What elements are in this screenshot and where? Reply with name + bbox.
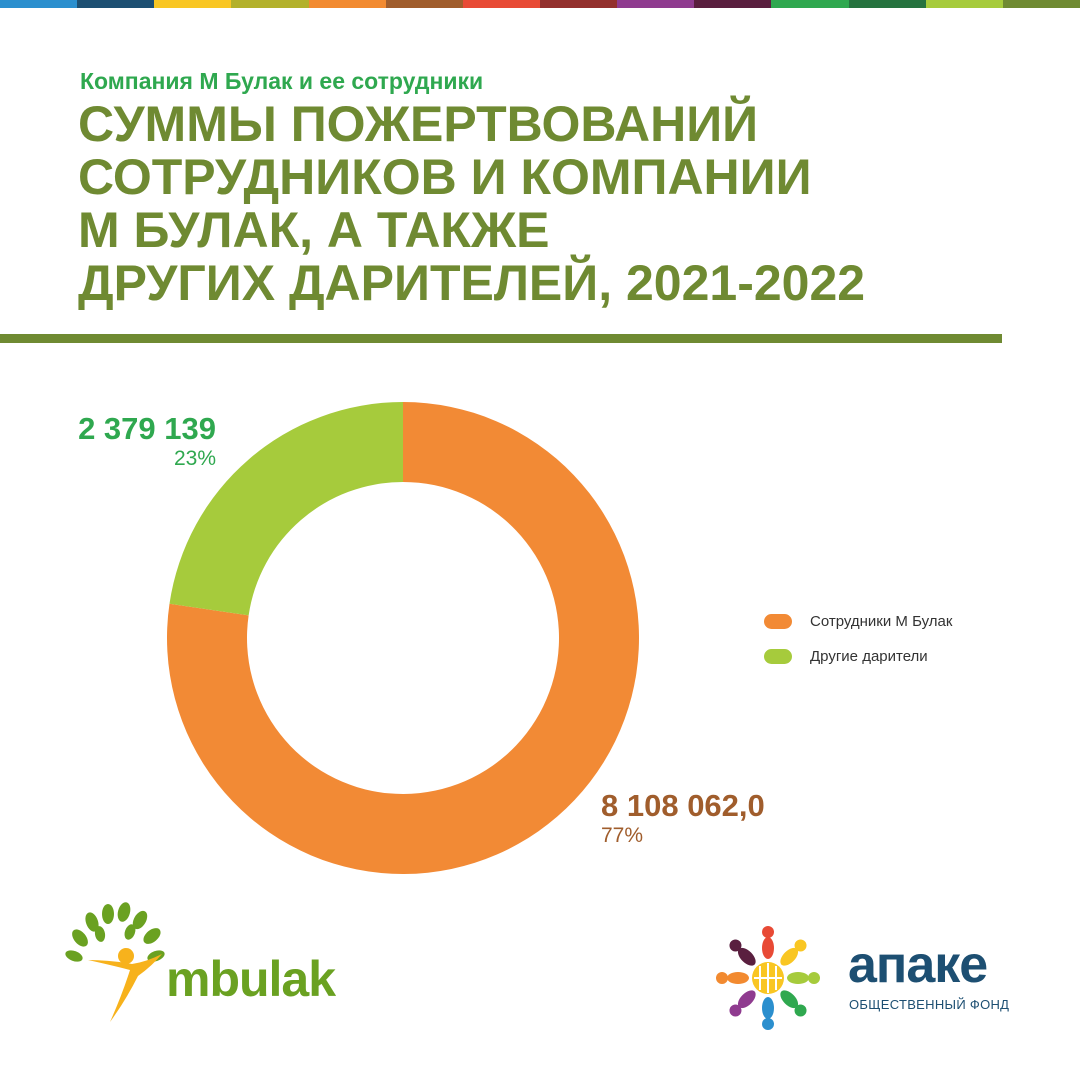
apake-figure-head-6	[729, 1004, 742, 1017]
apake-logo-subtext: ОБЩЕСТВЕННЫЙ ФОНД	[849, 997, 1010, 1012]
color-stripe-1	[0, 0, 78, 8]
color-stripe-8	[539, 0, 618, 8]
title-line-2: СОТРУДНИКОВ И КОМПАНИИ	[78, 149, 812, 205]
color-stripe-12	[848, 0, 926, 8]
mbulak-tree-logo-icon	[65, 902, 165, 1022]
color-stripe-10	[694, 0, 772, 8]
apake-figure-head-7	[716, 972, 728, 984]
color-stripe-bar	[0, 0, 1080, 8]
apake-figure-head-2	[794, 939, 807, 952]
color-stripe-2	[77, 0, 155, 8]
apake-figure-body-6	[737, 990, 756, 1009]
apake-figure-head-3	[808, 972, 820, 984]
donut-slice-staff	[167, 402, 639, 874]
donut-slices	[167, 402, 639, 874]
apake-figure-body-5	[762, 997, 774, 1019]
apake-logo-text: апаке	[848, 936, 988, 994]
apake-figure-head-8	[729, 939, 742, 952]
page-title: СУММЫ ПОЖЕРТВОВАНИЙ СОТРУДНИКОВ И КОМПАН…	[78, 98, 1038, 310]
subtitle: Компания М Булак и ее сотрудники	[80, 68, 484, 94]
apake-figure-body-2	[780, 947, 799, 966]
title-line-4: ДРУГИХ ДАРИТЕЛЕЙ, 2021-2022	[78, 255, 866, 311]
color-stripe-7	[462, 0, 540, 8]
color-stripe-6	[385, 0, 463, 8]
color-stripe-3	[154, 0, 232, 8]
apake-logo-icon	[716, 926, 820, 1030]
color-stripe-9	[617, 0, 695, 8]
color-stripe-4	[231, 0, 309, 8]
color-stripe-14	[1002, 0, 1080, 8]
apake-figure-body-4	[780, 990, 799, 1009]
title-divider	[0, 334, 1002, 343]
apake-figure-body-1	[762, 937, 774, 959]
apake-figure-head-4	[794, 1004, 807, 1017]
legend-item-staff: Сотрудники М Булак	[764, 609, 952, 633]
legend-label-other-donors: Другие дарители	[810, 647, 928, 665]
color-stripe-5	[308, 0, 386, 8]
donut-slice-other-donors	[169, 402, 403, 616]
slice-label-other-donors-percent: 23%	[174, 447, 216, 470]
apake-figure-head-5	[762, 1018, 774, 1030]
chart-legend: Сотрудники М Булак Другие дарители	[764, 609, 952, 679]
title-line-3: М БУЛАК, А ТАКЖЕ	[78, 202, 550, 258]
apake-figure-body-3	[787, 972, 809, 984]
color-stripe-11	[771, 0, 849, 8]
slice-label-staff-value: 8 108 062,0	[601, 788, 765, 823]
color-stripe-13	[925, 0, 1003, 8]
legend-swatch-staff	[764, 613, 792, 629]
legend-swatch-other-donors	[764, 648, 792, 664]
apake-figure-body-8	[737, 947, 756, 966]
legend-item-other-donors: Другие дарители	[764, 644, 952, 668]
apake-figure-body-7	[727, 972, 749, 984]
slice-label-other-donors-value: 2 379 139	[78, 411, 216, 446]
mbulak-logo-text: mbulak	[166, 951, 336, 1007]
slice-label-staff-percent: 77%	[601, 824, 643, 847]
apake-figure-head-1	[762, 926, 774, 938]
title-line-1: СУММЫ ПОЖЕРТВОВАНИЙ	[78, 96, 759, 152]
legend-label-staff: Сотрудники М Булак	[810, 612, 953, 630]
